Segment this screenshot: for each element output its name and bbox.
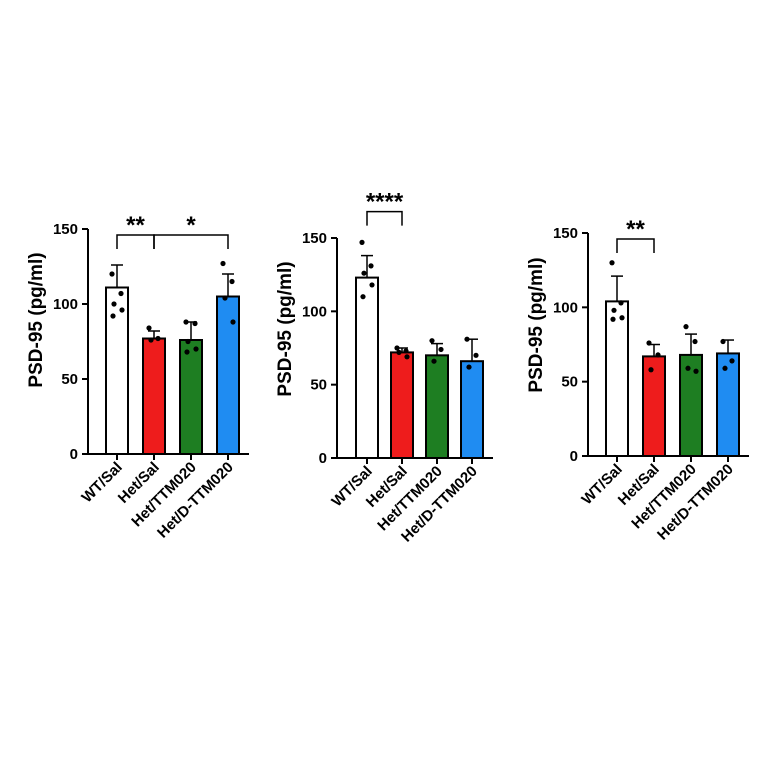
significance-bracket xyxy=(366,210,403,226)
data-point xyxy=(729,358,735,364)
y-axis-title: PSD-95 (pg/ml) xyxy=(526,257,547,392)
significance-label: ** xyxy=(126,212,145,239)
bar-3 xyxy=(716,352,740,458)
data-point xyxy=(618,300,624,306)
data-point xyxy=(648,367,654,373)
bar-0 xyxy=(355,276,379,459)
data-point xyxy=(438,346,444,353)
y-tick-label: 0 xyxy=(570,448,578,465)
data-point xyxy=(685,365,691,371)
y-tick-label: 150 xyxy=(302,230,327,247)
bar-2 xyxy=(179,339,203,455)
data-point xyxy=(464,336,470,342)
data-point xyxy=(193,346,199,352)
data-point xyxy=(610,316,616,322)
y-axis-title: PSD-95 (pg/ml) xyxy=(26,252,47,387)
data-point xyxy=(611,307,617,313)
bar-2 xyxy=(425,354,449,460)
y-tick-label: 100 xyxy=(553,299,578,316)
y-tick-label: 50 xyxy=(561,374,578,391)
y-tick-label: 50 xyxy=(310,377,327,394)
data-point xyxy=(369,282,375,288)
y-tick-label: 150 xyxy=(553,225,578,242)
bar-2 xyxy=(679,353,703,458)
data-point xyxy=(403,348,409,354)
data-point xyxy=(155,335,161,342)
data-point xyxy=(119,307,125,313)
data-point xyxy=(683,324,689,330)
bar-1 xyxy=(390,351,414,459)
data-point xyxy=(185,338,191,345)
data-point xyxy=(146,325,152,331)
data-point xyxy=(184,349,190,355)
data-point xyxy=(229,278,235,285)
data-point xyxy=(722,365,728,371)
y-tick-label: 100 xyxy=(302,303,327,320)
significance-bracket xyxy=(616,238,655,253)
significance-label: * xyxy=(186,212,196,239)
data-point xyxy=(109,271,115,277)
y-tick-label: 100 xyxy=(53,296,78,313)
data-point xyxy=(110,313,116,319)
data-point xyxy=(183,319,189,325)
data-point xyxy=(111,301,117,307)
data-point xyxy=(619,315,625,321)
data-point xyxy=(431,358,437,364)
data-point xyxy=(368,263,374,269)
bar-3 xyxy=(460,360,484,460)
bar-1 xyxy=(142,337,166,455)
data-point xyxy=(429,338,435,344)
data-point xyxy=(394,345,400,351)
data-point xyxy=(404,354,410,360)
data-point xyxy=(466,364,472,370)
bar-0 xyxy=(605,300,629,457)
bar-3 xyxy=(216,295,240,455)
data-point xyxy=(148,337,154,343)
data-point xyxy=(192,320,198,327)
data-point xyxy=(646,340,652,346)
significance-label: **** xyxy=(366,189,404,216)
data-point xyxy=(359,239,365,245)
data-point xyxy=(655,352,661,358)
bar-0 xyxy=(105,286,129,455)
data-point xyxy=(360,294,366,300)
y-axis-title: PSD-95 (pg/ml) xyxy=(275,261,296,396)
y-tick-label: 0 xyxy=(319,450,327,467)
data-point xyxy=(222,295,228,301)
significance-bracket xyxy=(153,234,229,249)
data-point xyxy=(720,338,726,345)
y-tick-label: 150 xyxy=(53,221,78,238)
significance-label: ** xyxy=(626,216,645,243)
data-point xyxy=(473,352,479,358)
data-point xyxy=(118,290,124,297)
data-point xyxy=(396,349,402,355)
data-point xyxy=(361,270,367,276)
data-point xyxy=(609,260,615,266)
bar-1 xyxy=(642,355,666,458)
data-point xyxy=(230,319,236,325)
data-point xyxy=(693,368,699,374)
data-point xyxy=(692,338,698,345)
y-tick-label: 0 xyxy=(70,446,78,463)
y-tick-label: 50 xyxy=(61,371,78,388)
data-point xyxy=(220,260,226,267)
